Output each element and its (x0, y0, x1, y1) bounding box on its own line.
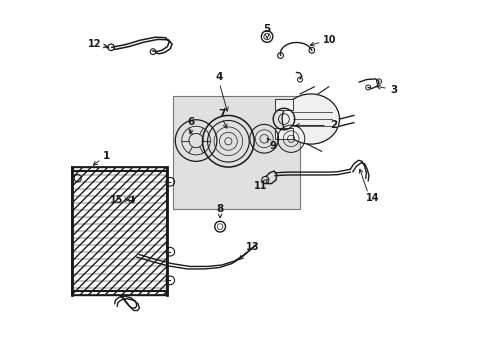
Bar (72, 167, 167, 295)
Bar (172, 96, 300, 209)
Text: 2: 2 (329, 121, 336, 130)
Bar (274, 128, 292, 139)
Bar (274, 99, 292, 110)
Text: 11: 11 (254, 181, 267, 191)
Text: 9: 9 (269, 141, 276, 151)
Text: 3: 3 (390, 85, 397, 95)
Bar (72, 167, 167, 295)
Text: 12: 12 (88, 40, 101, 49)
Text: 13: 13 (245, 242, 259, 252)
Text: 1: 1 (102, 150, 110, 161)
Text: 15: 15 (109, 195, 123, 205)
Ellipse shape (282, 94, 339, 144)
Text: 5: 5 (263, 24, 270, 35)
Text: 7: 7 (218, 109, 225, 119)
Text: 8: 8 (216, 204, 224, 214)
Text: 4: 4 (215, 72, 223, 82)
Text: 14: 14 (366, 193, 379, 203)
Text: 10: 10 (323, 35, 336, 45)
Text: 6: 6 (187, 117, 195, 127)
